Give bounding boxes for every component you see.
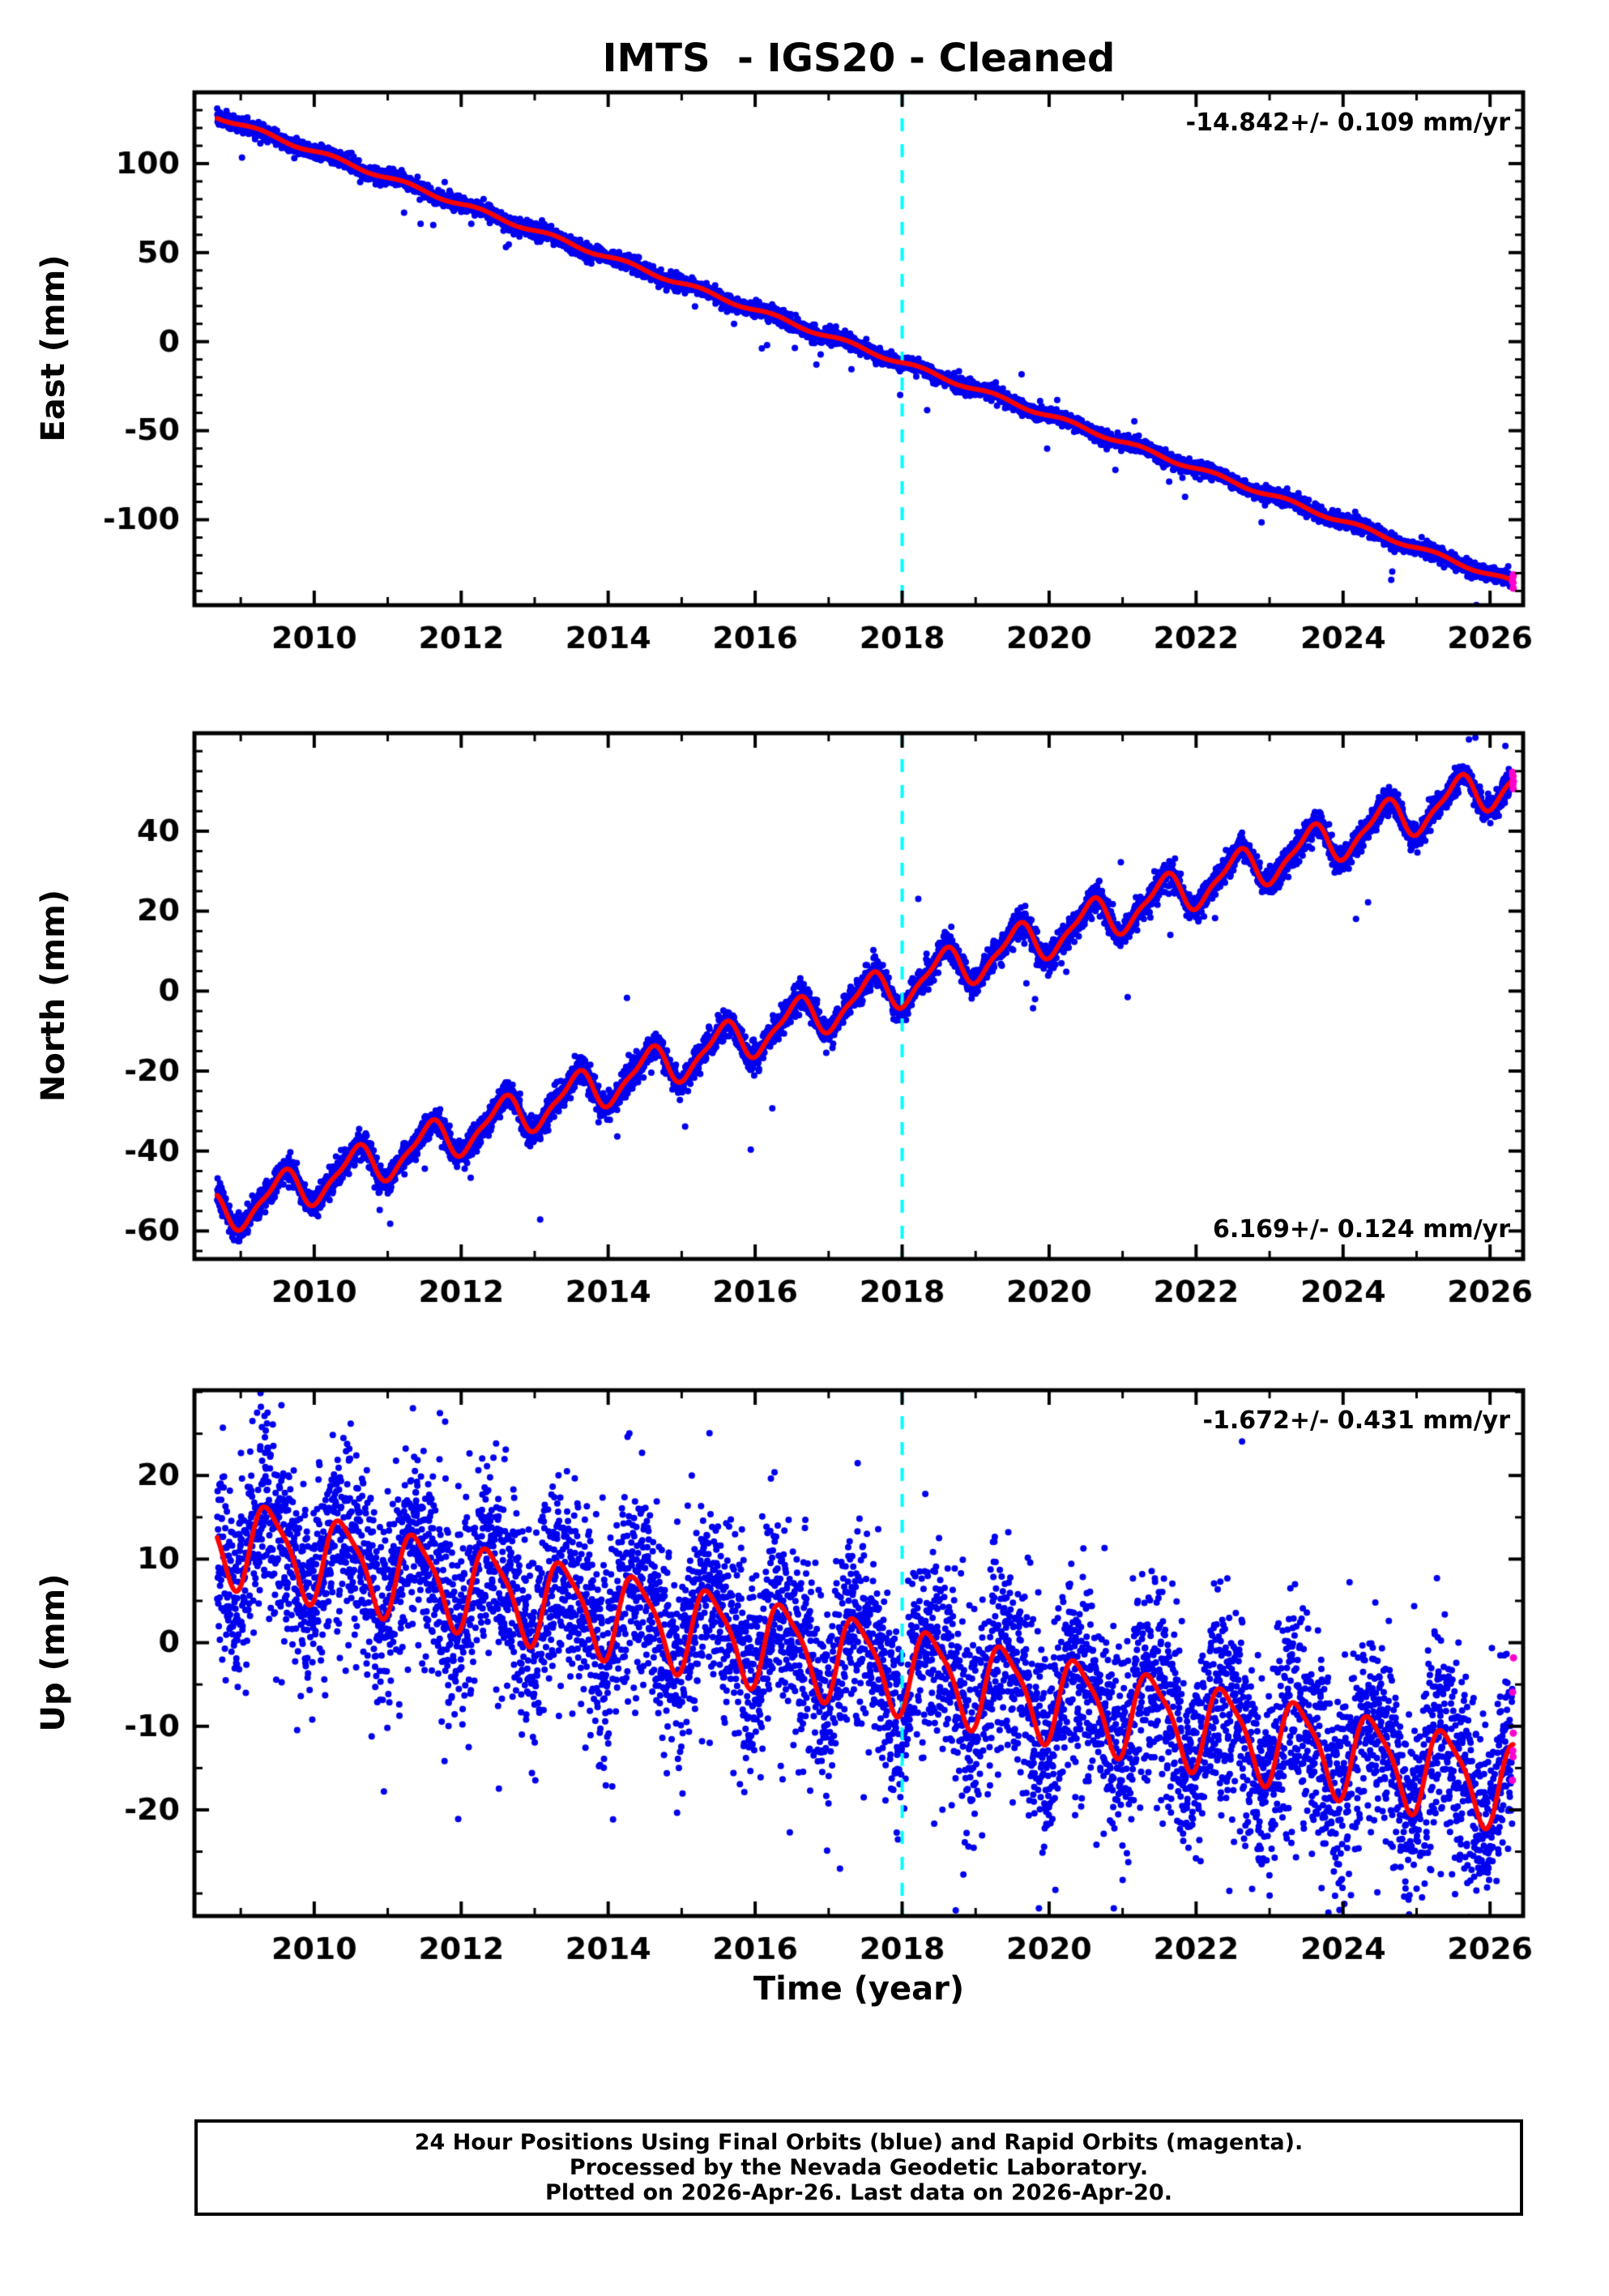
footer-line-orbits: 24 Hour Positions Using Final Orbits (bl… — [414, 2130, 1304, 2155]
page-title: IMTS - IGS20 - Cleaned — [602, 36, 1116, 81]
footer-line-dates: Plotted on 2026-Apr-26. Last data on 202… — [545, 2180, 1172, 2205]
up-rate-annotation: -1.672+/- 0.431 mm/yr — [1202, 1406, 1511, 1435]
east-axis-label: East (mm) — [35, 254, 72, 442]
north-axis-label: North (mm) — [35, 889, 72, 1103]
north-rate-annotation: 6.169+/- 0.124 mm/yr — [1212, 1215, 1510, 1244]
footer-line-processed: Processed by the Nevada Geodetic Laborat… — [569, 2155, 1149, 2180]
x-axis-label: Time (year) — [753, 1970, 965, 2008]
footer-note-box: 24 Hour Positions Using Final Orbits (bl… — [194, 2119, 1523, 2216]
east-rate-annotation: -14.842+/- 0.109 mm/yr — [1185, 109, 1510, 137]
up-axis-label: Up (mm) — [35, 1573, 72, 1732]
